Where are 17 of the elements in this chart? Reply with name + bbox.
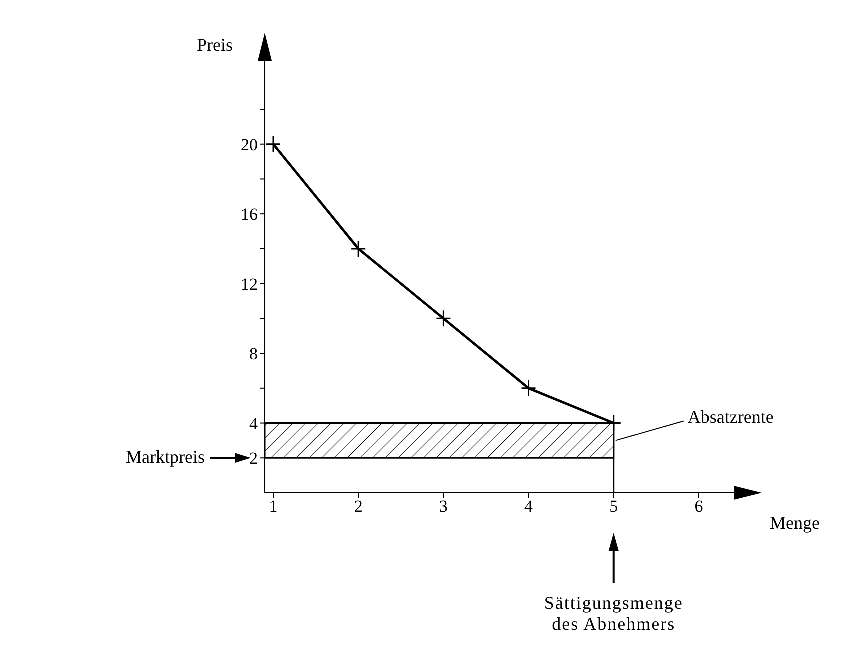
y-tick-label: 2 xyxy=(250,449,258,468)
band-label: Absatzrente xyxy=(688,407,774,428)
y-tick-label: 8 xyxy=(250,344,258,364)
x-tick-label: 1 xyxy=(269,497,278,516)
x-tick-label: 2 xyxy=(354,497,363,516)
text: Marktpreis xyxy=(126,447,205,468)
y-tick-label: 12 xyxy=(241,274,258,294)
y-tick-label: 16 xyxy=(241,205,258,224)
y-tick-label: 20 xyxy=(241,135,258,154)
x-tick-label: 6 xyxy=(694,497,704,516)
x-tick-label: 3 xyxy=(439,497,448,516)
y-axis-title: Preis xyxy=(197,35,233,56)
x-tick-label: 4 xyxy=(524,497,534,516)
y-tick-label: 4 xyxy=(250,414,258,434)
x-axis-title: Menge xyxy=(770,513,820,534)
x-tick-label: 5 xyxy=(610,497,618,516)
text: Sättigungsmenge des Abnehmers xyxy=(544,593,684,635)
